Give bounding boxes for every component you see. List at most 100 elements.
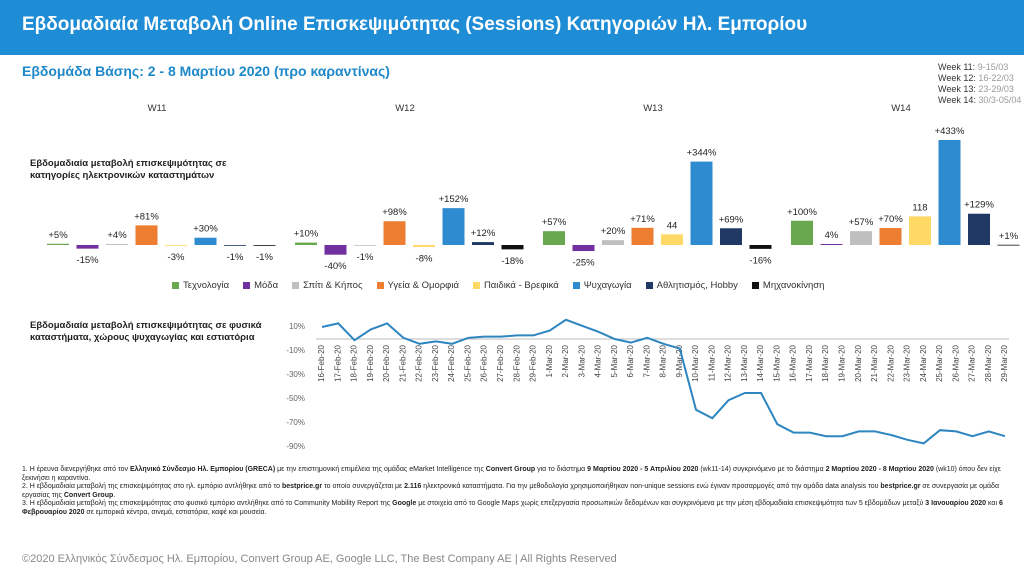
x-tick-label: 28-Feb-20 (512, 344, 521, 381)
x-tick-label: 17-Mar-20 (805, 344, 814, 381)
note-text: Ελληνικό Σύνδεσμο Ηλ. Εμπορίου (GRECA) (129, 466, 276, 473)
x-tick-label: 9-Mar-20 (675, 344, 684, 377)
legend-item: Τεχνολογία (172, 280, 229, 291)
bar (295, 242, 317, 245)
value-label: -40% (324, 261, 347, 272)
bar (997, 244, 1020, 246)
week-item: Week 11: 9-15/03 (938, 62, 1021, 73)
note-text: σε συνεργασία με ομάδα εργασίας της (22, 483, 999, 499)
legend-swatch (645, 282, 653, 289)
value-label: +5% (48, 230, 68, 241)
legend-item: Ψυχαγωγία (572, 280, 632, 291)
week-label: W14 (891, 103, 911, 114)
value-label: -15% (76, 255, 99, 266)
note-text: 3 Ιανουαρίου 2020 (925, 500, 987, 508)
value-label: +1% (999, 231, 1019, 242)
legend-label: Αθλητισμός, Hobby (656, 280, 738, 291)
note-text: (wk11-14) συγκρινόμενο με το διάστημα (698, 466, 826, 473)
value-label: 44 (667, 220, 678, 231)
legend-swatch (172, 282, 179, 289)
note-text: για το διάστημα (535, 466, 588, 473)
bar (194, 237, 217, 245)
value-label: +12% (471, 228, 496, 239)
header-bar (0, 0, 1024, 55)
legend-label: Παιδικά - Βρεφικά (483, 280, 559, 291)
y-tick-label: 10% (289, 322, 305, 331)
x-tick-label: 19-Mar-20 (837, 344, 846, 381)
week-dates: 30/3-05/04 (978, 95, 1022, 105)
x-tick-label: 4-Mar-20 (594, 344, 603, 377)
value-label: +20% (601, 226, 626, 237)
value-label: +30% (193, 224, 218, 235)
x-tick-label: 28-Mar-20 (984, 344, 993, 381)
note: 1. Η έρευνα διενεργήθηκε από τον Ελληνικ… (22, 466, 1007, 483)
bar (879, 228, 902, 245)
legend-swatch (243, 282, 251, 289)
value-label: 4% (825, 230, 839, 241)
note-text: με την επιστημονική επιμέλεια της ομάδας… (275, 466, 486, 473)
bar (791, 220, 813, 245)
value-label: +344% (687, 148, 717, 159)
bar (602, 240, 624, 245)
y-tick-label: -90% (286, 442, 305, 451)
value-label: +70% (878, 214, 903, 225)
week-label: W13 (643, 103, 663, 114)
note-text: bestprice.gr (281, 483, 323, 491)
legend-label: Ψυχαγωγία (583, 280, 632, 291)
value-label: +81% (134, 211, 159, 222)
x-tick-label: 24-Feb-20 (447, 344, 456, 381)
note-text: 2 Μαρτίου 2020 - 8 Μαρτίου 2020 (825, 466, 934, 473)
note-text: με στοιχεία από το Google Maps χωρίς επε… (416, 500, 926, 508)
legend-swatch (292, 282, 300, 289)
x-tick-label: 21-Feb-20 (398, 344, 407, 381)
bar (76, 245, 99, 249)
bar (47, 243, 69, 245)
note-text: το οποίο συνεργάζεται με (322, 483, 405, 491)
value-label: -16% (749, 255, 772, 266)
legend-item: Παιδικά - Βρεφικά (472, 280, 559, 291)
x-tick-label: 21-Mar-20 (870, 344, 879, 381)
value-label: 118 (912, 202, 927, 213)
x-tick-label: 8-Mar-20 (659, 344, 668, 377)
bar (413, 245, 435, 247)
x-tick-label: 6-Mar-20 (626, 344, 635, 377)
x-tick-label: 23-Mar-20 (903, 344, 912, 381)
legend-item: Υγεία & Ομορφιά (376, 280, 459, 291)
note-text: 2. Η εβδομαδιαία μεταβολή της επισκεψιμό… (22, 483, 282, 491)
x-tick-label: 20-Mar-20 (854, 344, 863, 381)
note-text: σε εμπορικά κέντρα, σινεμά, εστιατόρια, … (84, 508, 267, 516)
bar (253, 245, 276, 246)
bar (224, 245, 246, 246)
week-dates: 23-29/03 (978, 84, 1014, 94)
legend-swatch (376, 282, 384, 289)
week-label: Week 13: (938, 84, 976, 94)
x-tick-label: 26-Feb-20 (480, 344, 489, 381)
legend-item: Μόδα (243, 280, 278, 291)
legend-label: Τεχνολογία (183, 280, 230, 291)
x-tick-label: 2-Mar-20 (561, 344, 570, 377)
value-label: -1% (227, 252, 244, 263)
notes: 1. Η έρευνα διενεργήθηκε από τον Ελληνικ… (22, 466, 1007, 518)
note-text: 1. Η έρευνα διενεργήθηκε από τον (22, 466, 130, 473)
chart-title: Εβδομαδιαία μεταβολή επισκεψιμότητας σε … (30, 158, 227, 181)
y-tick-label: -50% (286, 394, 305, 403)
x-tick-label: 16-Mar-20 (789, 344, 798, 381)
value-label: +98% (382, 207, 407, 218)
week-label: W12 (395, 103, 415, 114)
bar (820, 244, 843, 245)
week-legend: Week 11: 9-15/03 Week 12: 16-22/03 Week 13… (938, 62, 1021, 106)
footer: ©2020 Ελληνικός Σύνδεσμος Ηλ. Εμπορίου, … (22, 553, 617, 565)
week-dates: 16-22/03 (978, 73, 1014, 83)
x-tick-label: 18-Mar-20 (821, 344, 830, 381)
bar (850, 231, 872, 245)
x-tick-label: 19-Feb-20 (366, 344, 375, 381)
x-tick-label: 12-Mar-20 (724, 344, 733, 381)
note-text: 9 Μαρτίου 2020 - 5 Απριλίου 2020 (587, 466, 699, 473)
value-label: -18% (501, 256, 524, 267)
x-tick-label: 23-Feb-20 (431, 344, 440, 381)
x-tick-label: 29-Mar-20 (1000, 344, 1009, 381)
value-label: +4% (107, 230, 127, 241)
legend-swatch (572, 282, 580, 289)
x-tick-label: 25-Mar-20 (935, 344, 944, 381)
